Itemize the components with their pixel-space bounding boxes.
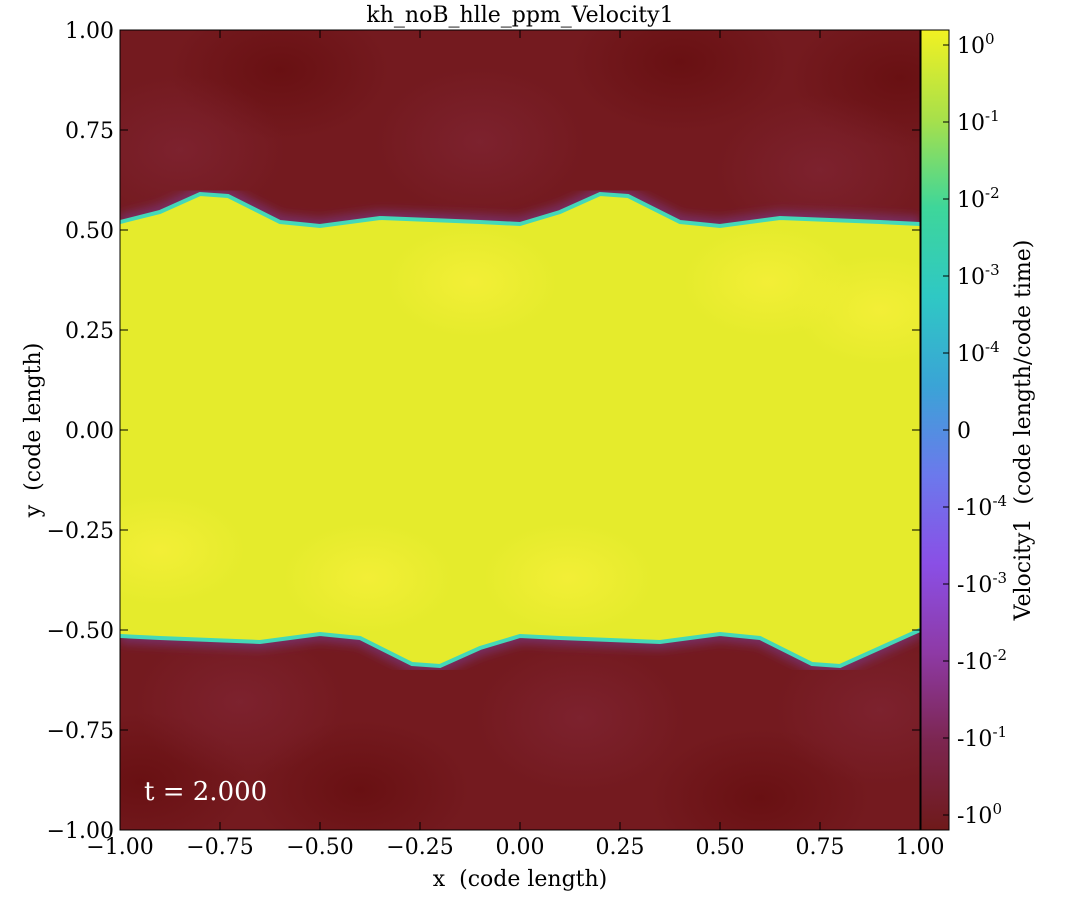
y-tick-label: 0.00	[65, 419, 114, 444]
x-tick-label: −1.00	[86, 835, 153, 860]
y-tick-label: 0.75	[65, 119, 114, 144]
highlight-spot	[483, 523, 653, 633]
y-tick-label: 0.50	[65, 219, 114, 244]
x-tick-label: −0.75	[186, 835, 253, 860]
x-tick-label: 0.25	[596, 835, 645, 860]
highlight-spot	[387, 227, 557, 337]
shade-spot	[715, 95, 920, 245]
lower-interface	[120, 628, 920, 669]
heatmap-image	[120, 30, 920, 830]
time-annotation: t = 2.000	[144, 777, 267, 807]
shade-spot	[375, 67, 585, 217]
shade-spot	[135, 627, 345, 777]
colorbar-tick-label: 10-2	[957, 184, 1000, 213]
shade-spot	[570, 30, 790, 132]
colorbar-label: Velocity1 (code length/code time)	[1011, 240, 1036, 622]
colorbar-tick-label: -10-1	[957, 723, 1007, 752]
x-tick-label: −0.25	[386, 835, 453, 860]
colorbar-tick-label: 10-1	[957, 107, 1000, 136]
y-axis-label: y (code length)	[21, 343, 46, 519]
shade-spot	[775, 635, 920, 785]
colorbar-tick-label: -100	[957, 800, 1002, 829]
y-tick-label: −0.50	[47, 619, 114, 644]
colorbar-tick-label: 100	[957, 30, 995, 59]
y-tick-label: −0.25	[47, 519, 114, 544]
y-tick-label: 0.25	[65, 319, 114, 344]
x-axis-ticks: −1.00 −0.75 −0.50 −0.25 0.00 0.25 0.50 0.75 1.00	[86, 30, 944, 860]
y-tick-label: −0.75	[47, 719, 114, 744]
highlight-spot	[795, 255, 920, 365]
x-tick-label: −0.50	[286, 835, 353, 860]
colorbar-ticks: 100 10-1 10-2 10-3 10-4 0 -10-4 -10-3 -10-2 -10-1…	[943, 30, 1007, 829]
x-tick-label: 1.00	[896, 835, 945, 860]
x-axis-label: x (code length)	[433, 867, 608, 892]
upper-interface	[120, 191, 920, 229]
chart-title: kh_noB_hlle_ppm_Velocity1	[366, 3, 673, 28]
colorbar-tick-label: 10-3	[957, 261, 1000, 290]
colorbar-tick-label: -10-2	[957, 646, 1007, 675]
x-tick-label: 0.00	[496, 835, 545, 860]
shade-spot	[475, 643, 685, 793]
highlight-spot	[120, 495, 245, 605]
y-tick-label: −1.00	[47, 819, 114, 844]
shade-spot	[120, 75, 285, 225]
x-tick-label: 0.75	[796, 835, 845, 860]
x-tick-label: 0.50	[696, 835, 745, 860]
colorbar	[920, 29, 950, 831]
highlight-spot	[283, 523, 453, 633]
colorbar-tick-label: 0	[957, 419, 971, 444]
colorbar-tick-label: -10-4	[957, 492, 1007, 521]
colorbar-tick-label: -10-3	[957, 569, 1007, 598]
y-axis-ticks: 1.00 0.75 0.50 0.25 0.00 −0.25 −0.50 −0.75 −1.00	[47, 19, 920, 844]
colorbar-tick-label: 10-4	[957, 338, 1000, 367]
y-tick-label: 1.00	[65, 19, 114, 44]
